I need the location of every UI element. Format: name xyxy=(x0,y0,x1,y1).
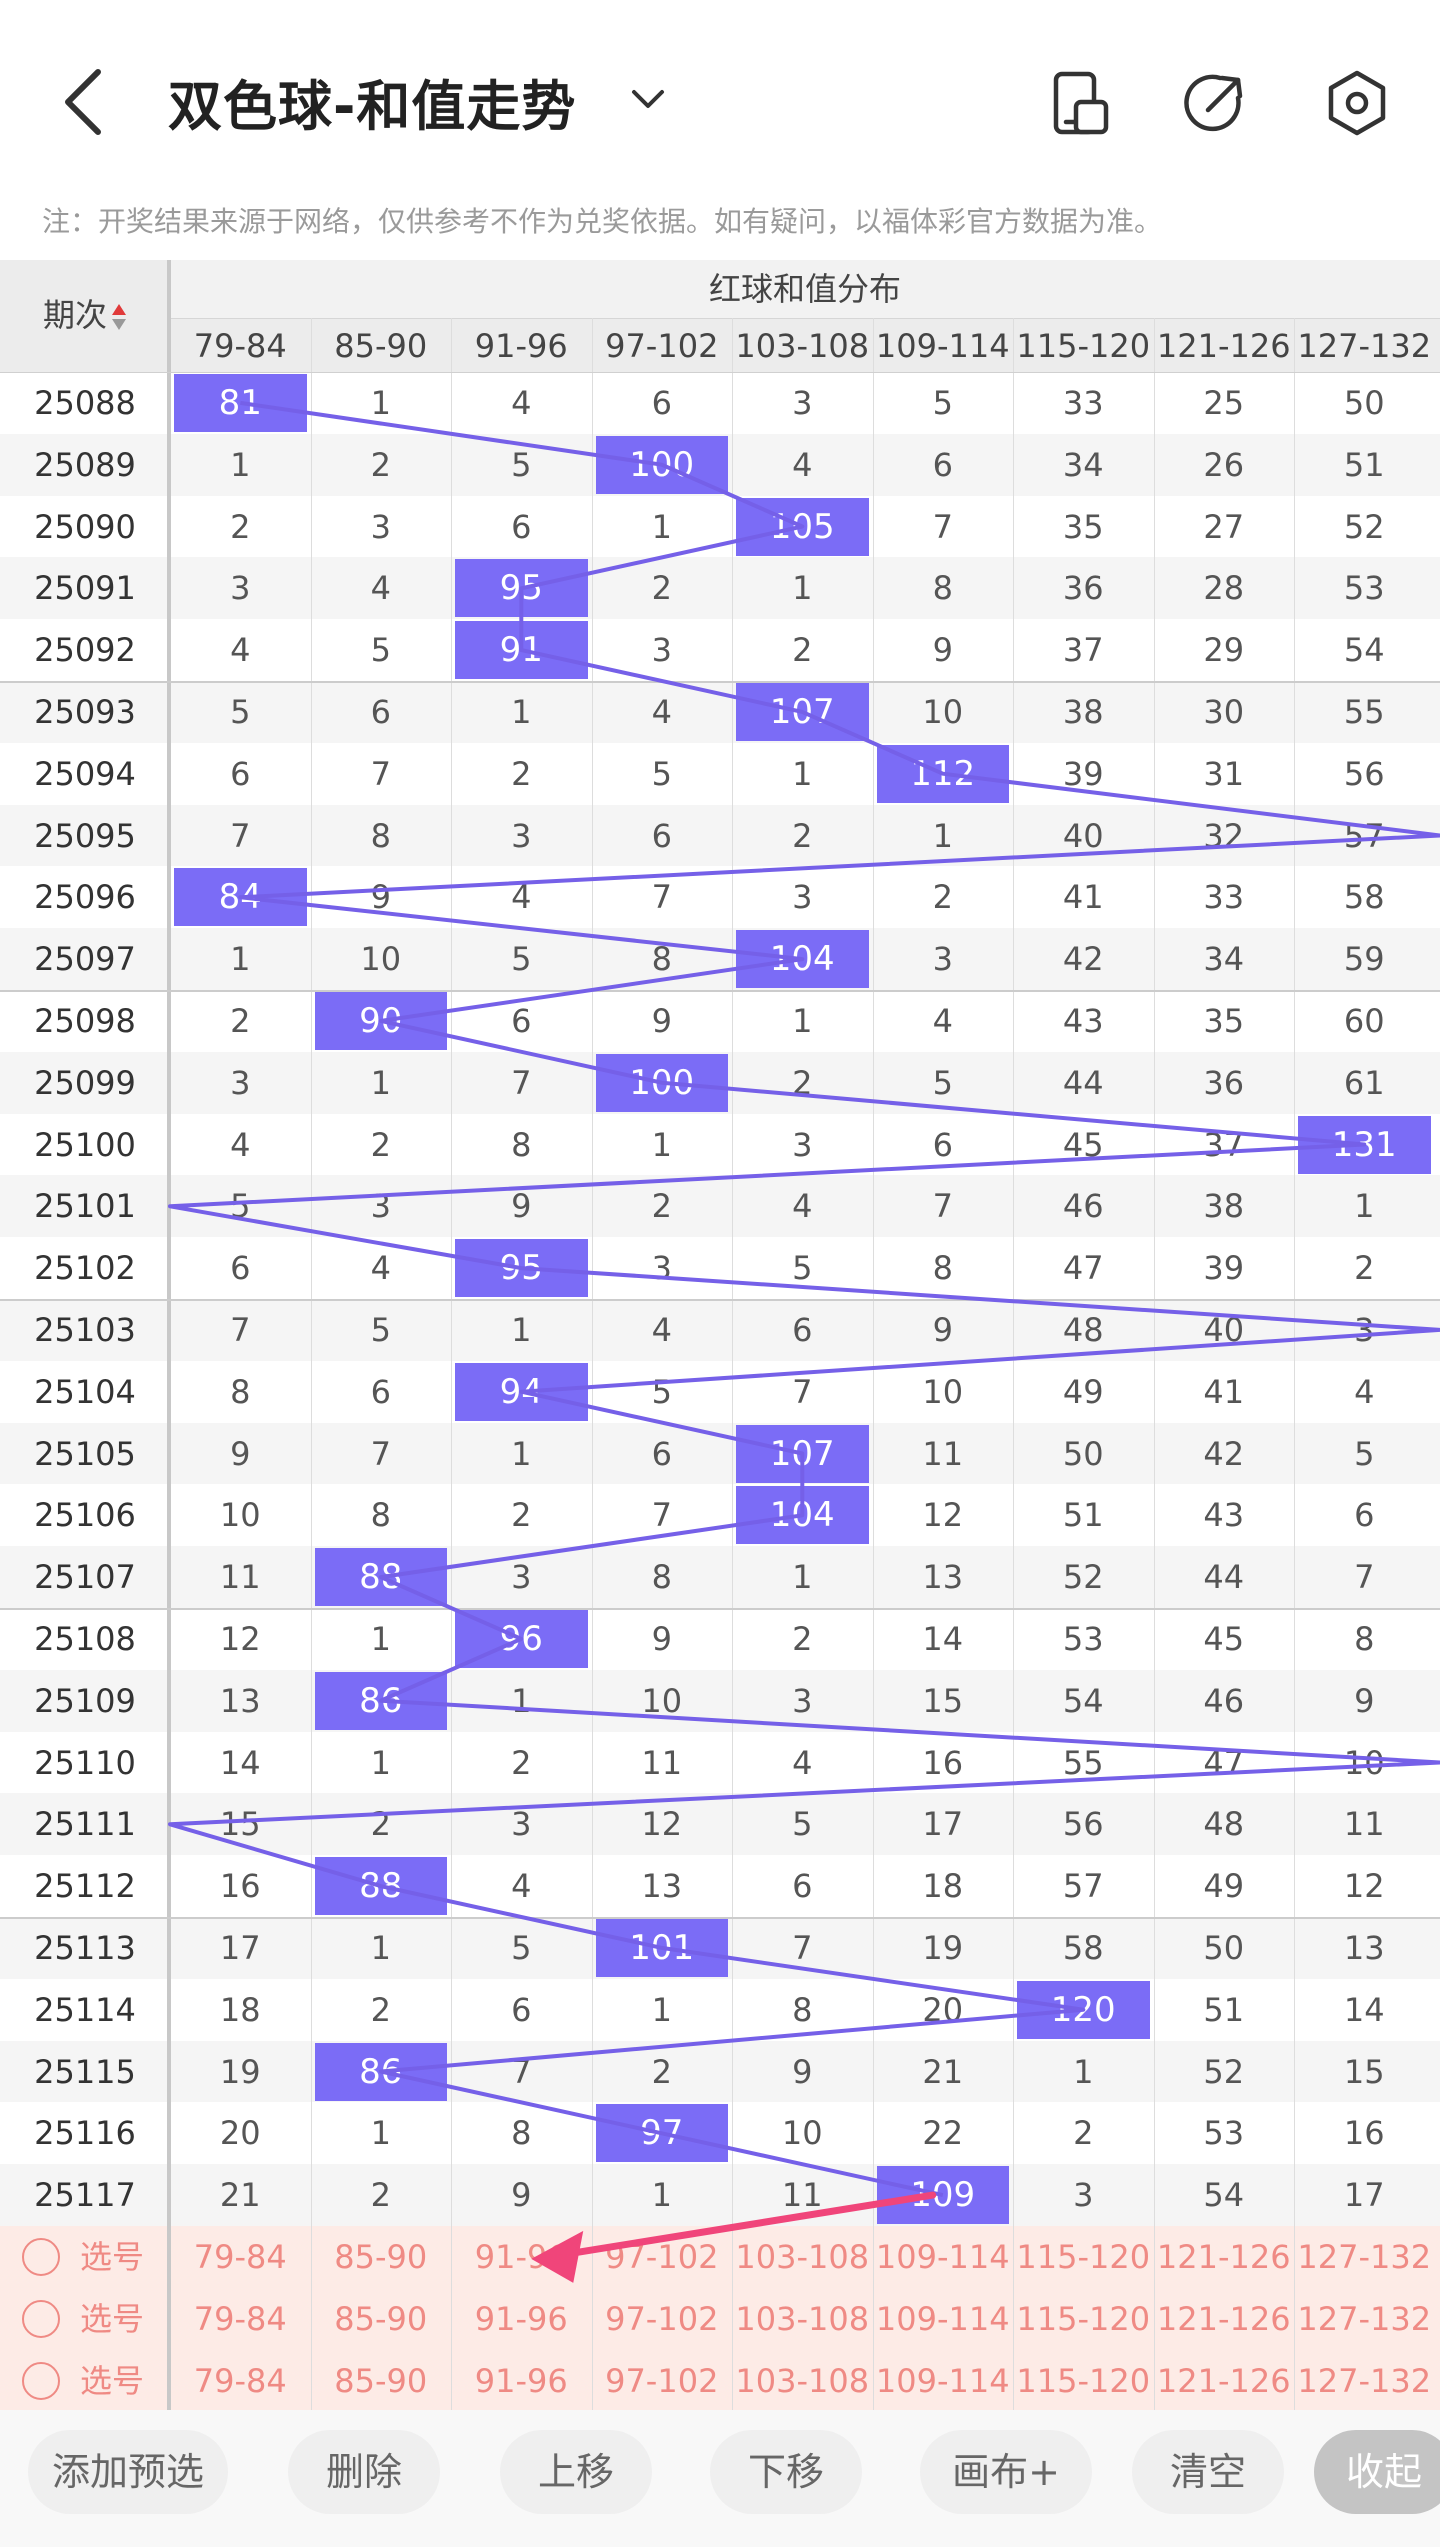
disclaimer-notice: 注：开奖结果来源于网络，仅供参考不作为兑奖依据。如有疑问，以福体彩官方数据为准。 xyxy=(42,205,1163,238)
clear-button[interactable]: 清空 xyxy=(1132,2430,1284,2514)
pick-option[interactable]: 103-108 xyxy=(735,2238,870,2276)
issue-cell: 25101 xyxy=(34,1187,136,1226)
device-switch-icon[interactable] xyxy=(1046,68,1116,138)
issue-cell: 25095 xyxy=(34,816,136,855)
header-divider xyxy=(0,372,1440,373)
pick-label: 选号 xyxy=(80,2299,145,2338)
issue-cell: 25109 xyxy=(34,1681,136,1720)
pick-option[interactable]: 115-120 xyxy=(1016,2299,1151,2338)
column-header: 109-114 xyxy=(875,327,1010,365)
pick-radio[interactable] xyxy=(22,2361,60,2400)
app-header: 双色球-和值走势 xyxy=(0,0,1440,200)
move-down-button[interactable]: 下移 xyxy=(710,2430,862,2514)
pick-area-bg xyxy=(0,2226,1440,2412)
issue-cell: 25115 xyxy=(34,2052,136,2091)
pick-option[interactable]: 91-96 xyxy=(474,2361,568,2400)
settings-icon[interactable] xyxy=(1322,68,1392,138)
issue-cell: 25091 xyxy=(34,569,136,608)
column-header: 127-132 xyxy=(1297,327,1432,365)
column-header: 79-84 xyxy=(193,327,287,365)
issue-cell: 25100 xyxy=(34,1125,136,1164)
issue-cell: 25103 xyxy=(34,1311,136,1349)
collapse-button[interactable]: 收起 xyxy=(1314,2430,1440,2514)
issue-cell: 25089 xyxy=(34,445,136,484)
pick-label: 选号 xyxy=(80,2361,145,2400)
issue-cell: 25110 xyxy=(34,1743,136,1782)
pick-option[interactable]: 79-84 xyxy=(193,2238,287,2276)
group-header-bg xyxy=(170,260,1440,319)
issue-cell: 25088 xyxy=(34,384,136,422)
pick-option[interactable]: 91-96 xyxy=(474,2299,568,2338)
column-header: 85-90 xyxy=(334,327,428,365)
back-icon[interactable] xyxy=(56,66,116,136)
issue-cell: 25106 xyxy=(34,1496,136,1535)
issue-header-label: 期次 xyxy=(42,296,107,334)
pick-option[interactable]: 97-102 xyxy=(605,2299,719,2338)
canvas-plus-button[interactable]: 画布+ xyxy=(920,2430,1092,2514)
issue-cell: 25094 xyxy=(34,754,136,793)
issue-cell: 25107 xyxy=(34,1558,136,1597)
pick-option[interactable]: 121-126 xyxy=(1156,2238,1291,2276)
pick-option[interactable]: 85-90 xyxy=(334,2238,428,2276)
column-header: 91-96 xyxy=(474,327,568,365)
group-header: 红球和值分布 xyxy=(708,270,901,308)
issue-cell: 25092 xyxy=(34,631,136,670)
pick-option[interactable]: 85-90 xyxy=(334,2299,428,2338)
issue-cell: 25117 xyxy=(34,2176,136,2215)
pick-option[interactable]: 127-132 xyxy=(1297,2361,1432,2400)
pick-option[interactable]: 115-120 xyxy=(1016,2361,1151,2400)
issue-header[interactable]: 期次 xyxy=(0,290,170,340)
issue-cell: 25112 xyxy=(34,1867,136,1906)
issue-cell: 25102 xyxy=(34,1249,136,1288)
issue-cell: 25108 xyxy=(34,1620,136,1658)
issue-cell: 25098 xyxy=(34,1002,136,1040)
issue-cell: 25114 xyxy=(34,1990,136,2029)
issue-cell: 25105 xyxy=(34,1434,136,1473)
column-header: 97-102 xyxy=(605,327,719,365)
add-preselect-button[interactable]: 添加预选 xyxy=(28,2430,228,2514)
issue-cell: 25090 xyxy=(34,507,136,546)
pick-radio[interactable] xyxy=(22,2299,60,2338)
column-header: 121-126 xyxy=(1156,327,1291,365)
issue-cell: 25104 xyxy=(34,1372,136,1411)
sort-icon[interactable] xyxy=(111,302,127,332)
pick-option[interactable]: 97-102 xyxy=(605,2361,719,2400)
issue-cell: 25116 xyxy=(34,2114,136,2153)
pick-option[interactable]: 85-90 xyxy=(334,2361,428,2400)
pick-option[interactable]: 109-114 xyxy=(875,2299,1010,2338)
share-arrow-icon[interactable] xyxy=(1180,68,1250,138)
chevron-down-icon[interactable] xyxy=(628,84,668,114)
pick-label: 选号 xyxy=(80,2238,145,2276)
column-header: 115-120 xyxy=(1016,327,1151,365)
pick-option[interactable]: 109-114 xyxy=(875,2238,1010,2276)
column-header: 103-108 xyxy=(735,327,870,365)
issue-cell: 25093 xyxy=(34,693,136,731)
pick-option[interactable]: 127-132 xyxy=(1297,2238,1432,2276)
pick-option[interactable]: 121-126 xyxy=(1156,2361,1291,2400)
move-up-button[interactable]: 上移 xyxy=(500,2430,652,2514)
page-title[interactable]: 双色球-和值走势 xyxy=(168,75,577,138)
issue-cell: 25113 xyxy=(34,1929,136,1967)
issue-cell: 25111 xyxy=(34,1805,136,1844)
issue-cell: 25097 xyxy=(34,940,136,979)
delete-button[interactable]: 删除 xyxy=(288,2430,440,2514)
pick-option[interactable]: 127-132 xyxy=(1297,2299,1432,2338)
pick-option[interactable]: 103-108 xyxy=(735,2361,870,2400)
pick-option[interactable]: 79-84 xyxy=(193,2361,287,2400)
pick-option[interactable]: 115-120 xyxy=(1016,2238,1151,2276)
issue-cell: 25096 xyxy=(34,878,136,917)
pick-option[interactable]: 121-126 xyxy=(1156,2299,1291,2338)
pick-option[interactable]: 79-84 xyxy=(193,2299,287,2338)
pick-option[interactable]: 103-108 xyxy=(735,2299,870,2338)
pick-radio[interactable] xyxy=(22,2238,60,2276)
pick-option[interactable]: 109-114 xyxy=(875,2361,1010,2400)
issue-cell: 25099 xyxy=(34,1063,136,1102)
